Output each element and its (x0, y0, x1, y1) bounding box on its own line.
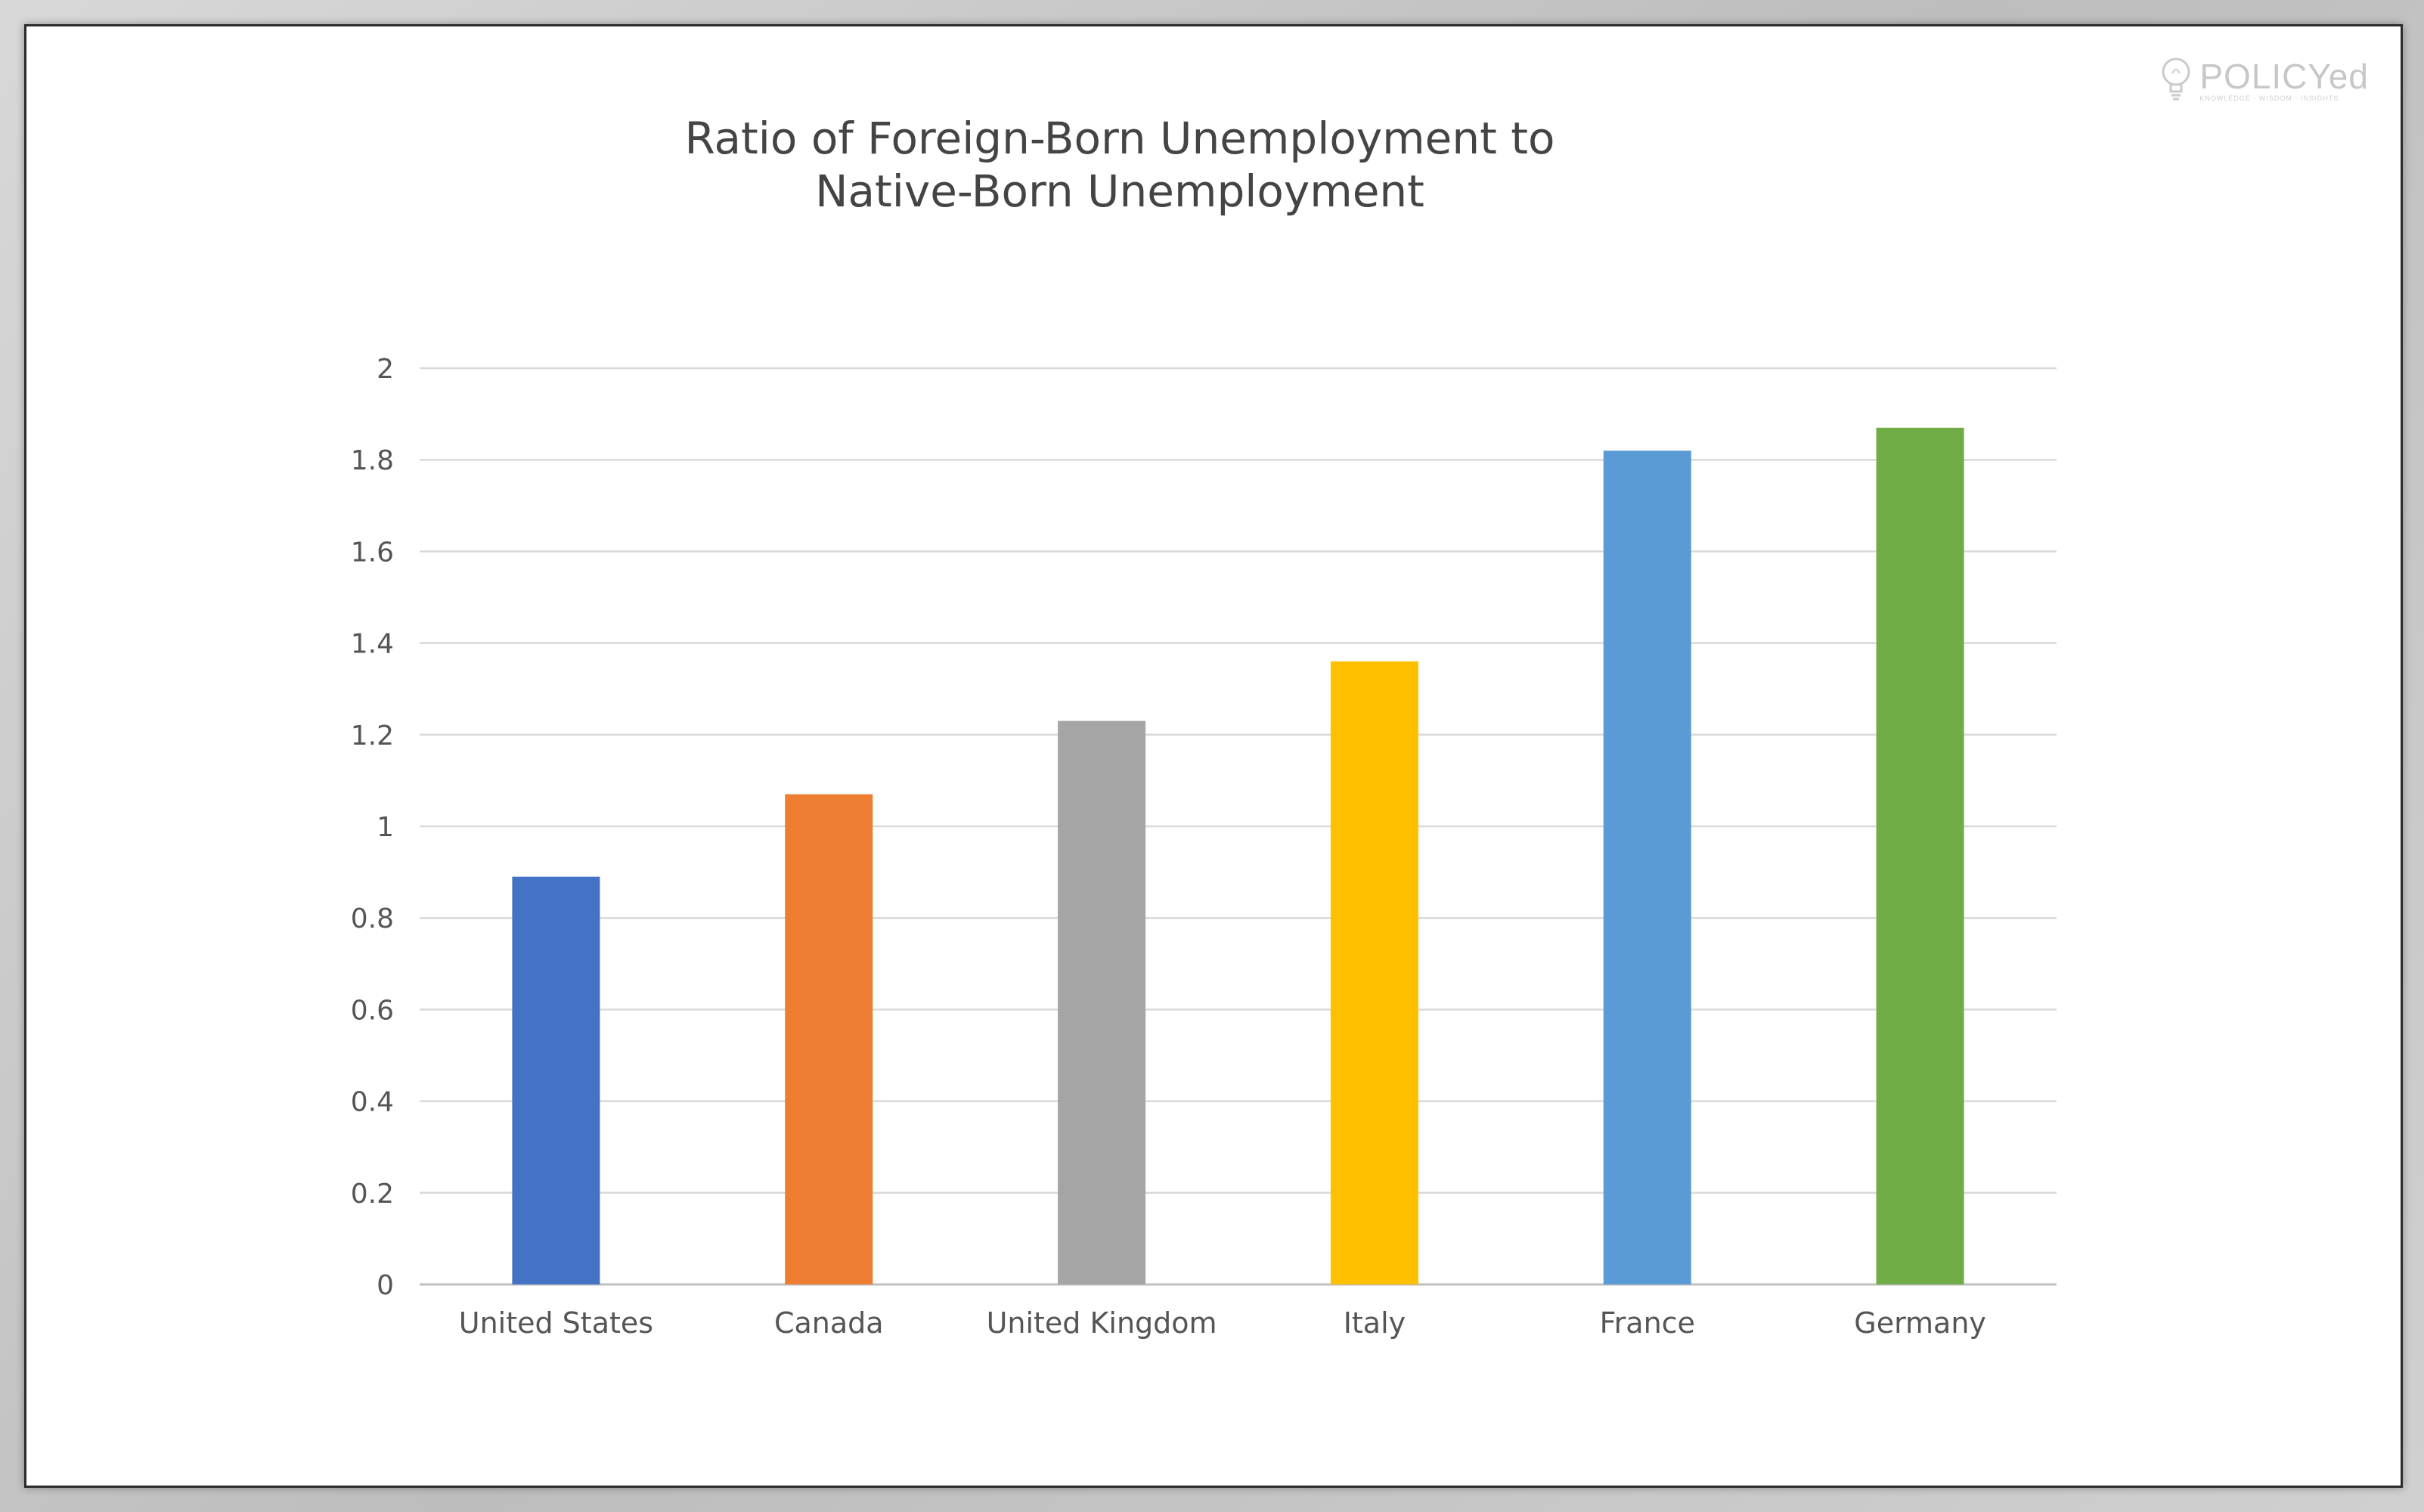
y-tick-label: 0 (377, 1270, 394, 1301)
x-category-label: France (1600, 1306, 1695, 1340)
lightbulb-icon (2162, 57, 2190, 101)
logo-name: POLICYed (2199, 57, 2369, 96)
x-axis-labels: United States Canada United Kingdom Italy Fr… (459, 1306, 1986, 1340)
bar-italy (1330, 661, 1418, 1284)
bar-united-kingdom (1058, 720, 1146, 1284)
bar-germany (1876, 427, 1964, 1284)
bar-chart: Ratio of Foreign-Born Unemployment to Na… (351, 113, 2057, 1340)
y-tick-label: 1.8 (351, 445, 394, 476)
y-tick-label: 0.6 (351, 995, 394, 1026)
x-category-label: United Kingdom (987, 1306, 1217, 1340)
x-category-label: Germany (1854, 1306, 1986, 1340)
y-tick-label: 1.6 (351, 537, 394, 568)
slide-frame: POLICYed Knowledge · Wisdom · Insights R… (24, 24, 2403, 1488)
gridlines (420, 367, 2057, 1286)
logo-tagline: Knowledge · Wisdom · Insights (2199, 94, 2339, 102)
y-tick-label: 2 (377, 354, 394, 385)
bar-united-states (512, 876, 600, 1284)
chart-title-line-2: Native-Born Unemployment (815, 166, 1424, 217)
x-category-label: Italy (1344, 1306, 1406, 1340)
y-tick-label: 1.2 (351, 720, 394, 751)
policyed-logo: POLICYed Knowledge · Wisdom · Insights (2159, 57, 2369, 104)
y-tick-label: 0.2 (351, 1179, 394, 1210)
bars (512, 427, 1964, 1284)
y-axis-ticks: 0 0.2 0.4 0.6 0.8 1 1.2 1.4 1.6 1.8 2 (351, 354, 394, 1301)
y-tick-label: 0.8 (351, 903, 394, 934)
x-category-label: United States (459, 1306, 653, 1340)
x-category-label: Canada (774, 1306, 884, 1340)
y-tick-label: 0.4 (351, 1087, 394, 1118)
y-tick-label: 1 (377, 812, 394, 843)
bar-france (1603, 451, 1691, 1284)
chart-title-line-1: Ratio of Foreign-Born Unemployment to (684, 113, 1555, 164)
bar-canada (785, 794, 873, 1284)
y-tick-label: 1.4 (351, 629, 394, 660)
